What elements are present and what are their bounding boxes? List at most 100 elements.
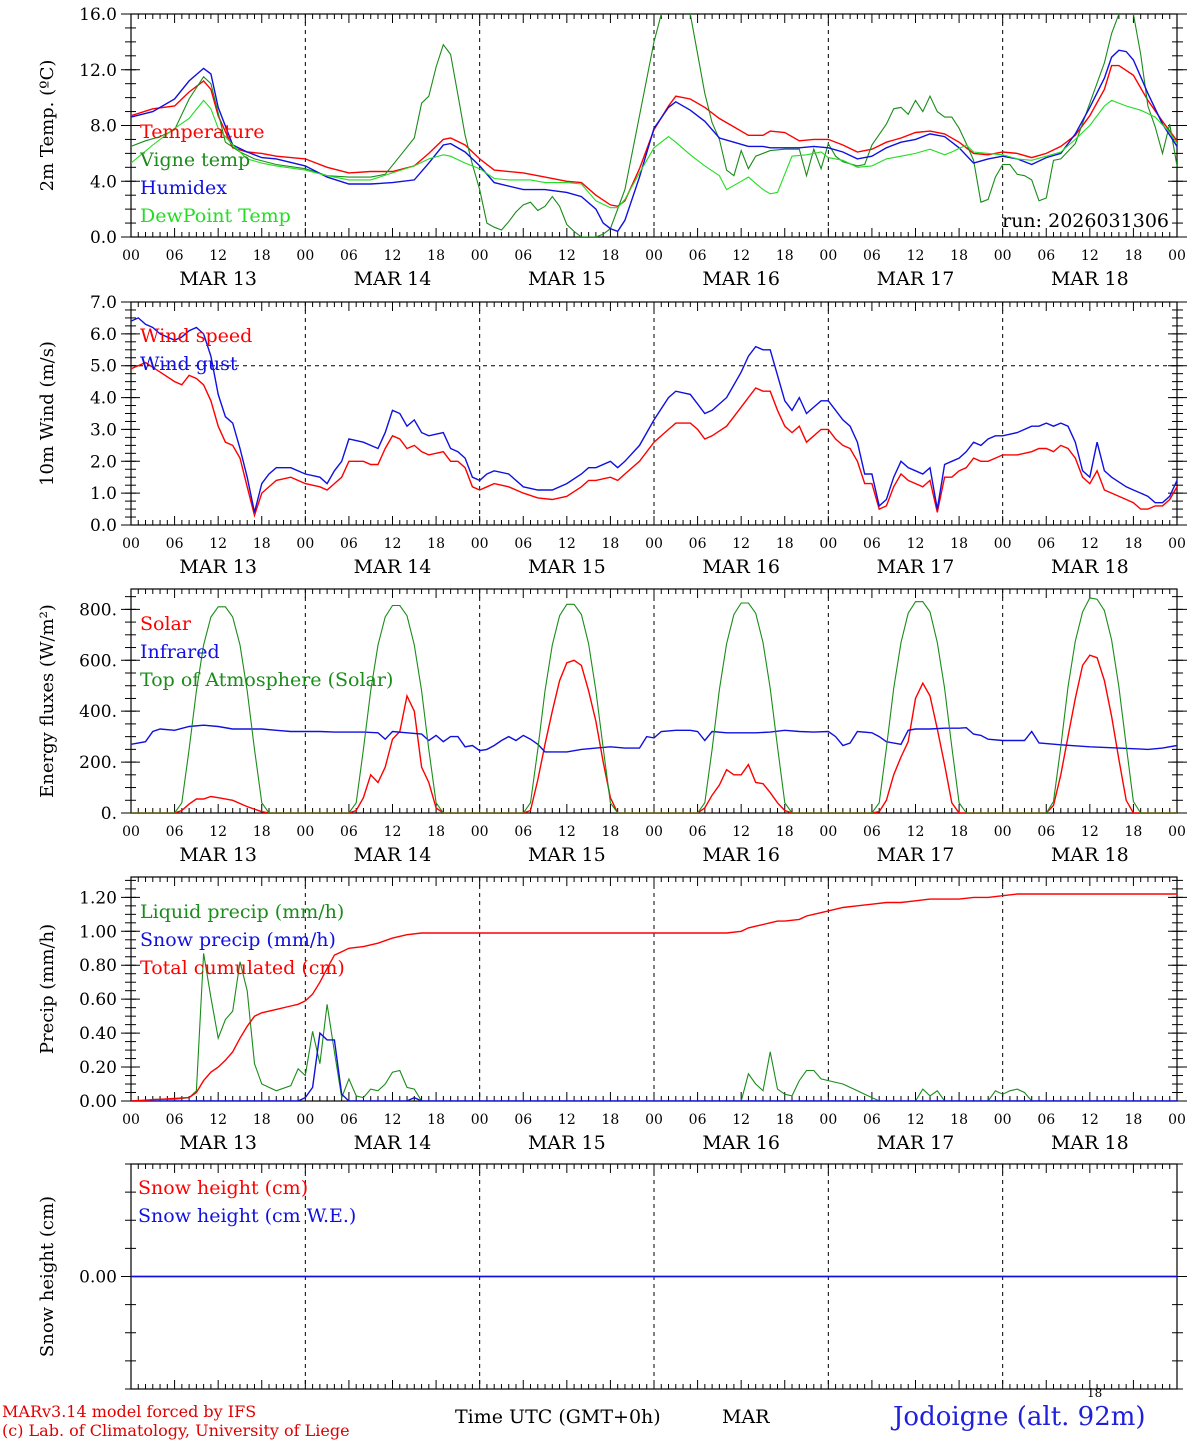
y-tick-label: 1.20 bbox=[79, 888, 117, 908]
y-axis-label: Snow height (cm) bbox=[37, 1196, 58, 1357]
x-hour-label: 12 bbox=[732, 248, 750, 264]
run-annotation: run: 2026031306 bbox=[1002, 210, 1169, 232]
x-hour-label: 18 bbox=[950, 824, 968, 840]
y-tick-label: 400. bbox=[79, 702, 117, 722]
x-hour-label: 18 bbox=[253, 824, 271, 840]
series-line-temperature bbox=[131, 64, 1177, 208]
x-hour-label: 18 bbox=[427, 824, 445, 840]
series-line-infrared bbox=[131, 724, 1177, 753]
y-tick-label: 16.0 bbox=[79, 5, 117, 25]
x-hour-label: 00 bbox=[994, 536, 1012, 552]
legend-entry: Top of Atmosphere (Solar) bbox=[140, 669, 393, 691]
x-axis-label: Time UTC (GMT+0h) bbox=[455, 1406, 661, 1428]
x-hour-label: 06 bbox=[340, 824, 358, 840]
x-hour-label: 12 bbox=[1081, 824, 1099, 840]
x-hour-label: 18 bbox=[1125, 248, 1143, 264]
x-hour-label: 06 bbox=[689, 248, 707, 264]
x-hour-label: 00 bbox=[819, 1112, 837, 1128]
x-day-label: MAR 17 bbox=[877, 268, 955, 290]
y-tick-label: 0.20 bbox=[79, 1058, 117, 1078]
x-hour-label: 18 bbox=[1125, 536, 1143, 552]
x-hour-label: 12 bbox=[907, 1112, 925, 1128]
x-hour-label: 18 bbox=[253, 248, 271, 264]
x-hour-label: 18 bbox=[1125, 1112, 1143, 1128]
x-day-label: MAR 16 bbox=[702, 556, 780, 578]
y-tick-label: 7.0 bbox=[90, 293, 117, 313]
x-hour-label: 12 bbox=[209, 248, 227, 264]
x-hour-label: 18 bbox=[776, 536, 794, 552]
x-hour-label: 18 bbox=[1125, 824, 1143, 840]
x-hour-label: 12 bbox=[1081, 248, 1099, 264]
x-hour-label: 06 bbox=[1037, 536, 1055, 552]
x-hour-label: 12 bbox=[907, 824, 925, 840]
x-hour-label: 06 bbox=[166, 248, 184, 264]
x-hour-label: 00 bbox=[471, 248, 489, 264]
x-hour-label: 18 bbox=[602, 1112, 620, 1128]
x-hour-label: 00 bbox=[471, 1112, 489, 1128]
x-hour-label: 12 bbox=[907, 536, 925, 552]
series-line-solar bbox=[131, 654, 1177, 813]
x-hour-label: 06 bbox=[1037, 1112, 1055, 1128]
x-hour-label: 12 bbox=[384, 248, 402, 264]
model-credit: MARv3.14 model forced by IFS bbox=[2, 1402, 257, 1421]
y-tick-label: 0.80 bbox=[79, 956, 117, 976]
x-day-label: MAR 16 bbox=[702, 844, 780, 866]
x-hour-label: 00 bbox=[994, 824, 1012, 840]
x-day-label: MAR 16 bbox=[702, 268, 780, 290]
panel-wind: 0.0 1.0 2.0 3.0 4.0 5.0 6.0 7.0 10m Wind (m/s) 00… bbox=[37, 293, 1187, 578]
y-tick-label: 800. bbox=[79, 600, 117, 620]
panel-precip: 0.00 0.20 0.40 0.60 0.80 1.00 1.20 Precip (mm/h… bbox=[37, 876, 1187, 1154]
x-hour-label: 06 bbox=[340, 536, 358, 552]
x-hour-label: 00 bbox=[296, 248, 314, 264]
y-tick-label: 0.0 bbox=[90, 516, 117, 536]
x-hour-label: 00 bbox=[122, 536, 140, 552]
x-hour-label: 00 bbox=[645, 248, 663, 264]
legend-entry: Temperature bbox=[140, 121, 264, 143]
x-hour-label: 00 bbox=[122, 248, 140, 264]
legend-entry: Infrared bbox=[140, 641, 220, 663]
y-tick-label: 0.00 bbox=[79, 1268, 117, 1288]
y-axis-label: 2m Temp. (ºC) bbox=[37, 60, 58, 192]
x-hour-label: 00 bbox=[1168, 248, 1186, 264]
y-axis-label: Precip (mm/h) bbox=[37, 924, 58, 1054]
x-hour-label: 18 bbox=[950, 248, 968, 264]
x-hour-label: 00 bbox=[819, 824, 837, 840]
x-hour-label: 06 bbox=[166, 536, 184, 552]
x-hour-label: 00 bbox=[994, 1112, 1012, 1128]
y-tick-label: 0.00 bbox=[79, 1092, 117, 1112]
series-line-wind-speed bbox=[131, 361, 1177, 518]
x-hour-label: 18 bbox=[602, 248, 620, 264]
x-hour-label: 00 bbox=[471, 536, 489, 552]
y-tick-label: 4.0 bbox=[90, 389, 117, 409]
legend-entry: Humidex bbox=[140, 177, 227, 199]
x-hour-label: 00 bbox=[296, 824, 314, 840]
x-day-label: MAR 13 bbox=[179, 268, 257, 290]
series-line-snow-precip-mm-h- bbox=[131, 1031, 1177, 1101]
lab-credit: (c) Lab. of Climatology, University of L… bbox=[2, 1421, 350, 1440]
x-hour-label: 18 bbox=[602, 536, 620, 552]
x-hour-label: 00 bbox=[122, 824, 140, 840]
y-tick-label: 0.60 bbox=[79, 990, 117, 1010]
x-hour-label: 06 bbox=[166, 824, 184, 840]
x-hour-label: 12 bbox=[384, 1112, 402, 1128]
panel-snow: 0.00 Snow height (cm) Snow height (cm) Snow… bbox=[37, 1163, 1187, 1390]
x-day-label: MAR 17 bbox=[877, 1132, 955, 1154]
y-tick-label: 4.0 bbox=[90, 172, 117, 192]
x-hour-label: 06 bbox=[514, 1112, 532, 1128]
x-hour-label: 18 bbox=[427, 248, 445, 264]
x-day-label: MAR 15 bbox=[528, 556, 606, 578]
x-hour-label: 12 bbox=[732, 536, 750, 552]
y-axis-label: Energy fluxes (W/m²) bbox=[37, 604, 58, 798]
y-tick-label: 6.0 bbox=[90, 325, 117, 345]
y-axis-label: 10m Wind (m/s) bbox=[37, 341, 58, 486]
x-hour-label: 00 bbox=[471, 824, 489, 840]
x-hour-label: 06 bbox=[514, 824, 532, 840]
y-tick-label: 2.0 bbox=[90, 452, 117, 472]
x-hour-label: 06 bbox=[340, 248, 358, 264]
x-hour-label: 06 bbox=[689, 824, 707, 840]
x-hour-label: 00 bbox=[645, 1112, 663, 1128]
y-tick-label: 1.0 bbox=[90, 484, 117, 504]
y-tick-label: 600. bbox=[79, 651, 117, 671]
y-tick-label: 1.00 bbox=[79, 922, 117, 942]
